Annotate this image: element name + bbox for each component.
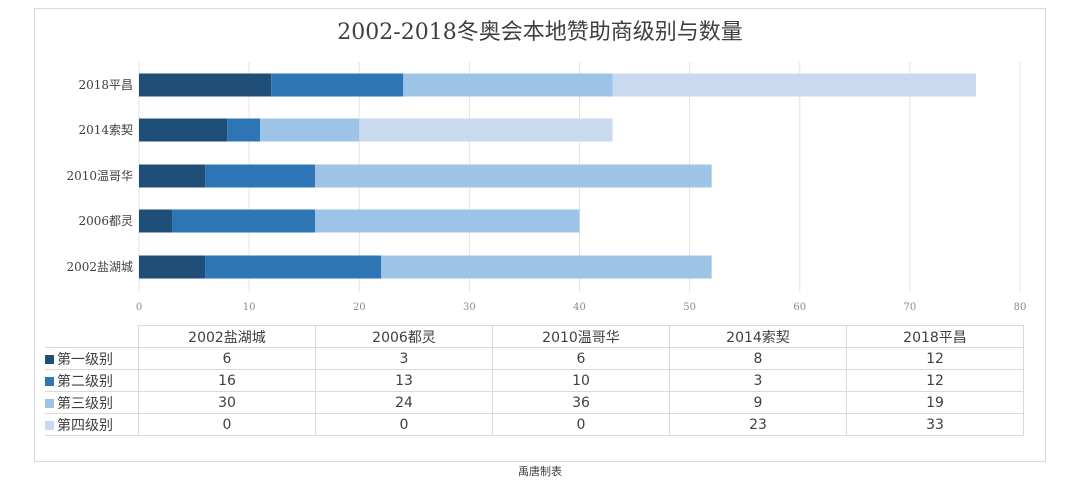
table-column-header: 2002盐湖城: [138, 325, 316, 348]
y-category-label: 2002盐湖城: [66, 259, 133, 274]
table-column-header: 2010温哥华: [492, 325, 670, 348]
table-cell: 23: [669, 413, 847, 436]
legend-swatch: [45, 354, 54, 364]
legend-swatch: [45, 398, 54, 408]
table-cell: 10: [492, 369, 670, 392]
series-name: 第四级别: [57, 417, 113, 434]
chart-title: 2002-2018冬奥会本地赞助商级别与数量: [337, 20, 743, 45]
x-tick-label: 60: [793, 302, 806, 313]
table-cell: 16: [138, 369, 316, 392]
table-cell: 9: [669, 391, 847, 414]
data-table: 2002盐湖城 2006都灵 2010温哥华 2014索契 2018平昌 第一级别 6 3 6 8…: [45, 325, 1024, 436]
table-cell: 36: [492, 391, 670, 414]
table-cell: 19: [846, 391, 1024, 414]
legend-swatch: [45, 376, 54, 386]
bar-segment: [205, 164, 316, 188]
bar-segment: [227, 118, 261, 142]
bar-segment: [260, 118, 360, 142]
bar-segment: [381, 255, 712, 279]
x-tick-label: 40: [573, 302, 586, 313]
table-corner: [45, 325, 139, 348]
table-cell: 13: [315, 369, 493, 392]
bar-segment: [315, 164, 712, 188]
table-row: 第四级别 0 0 0 23 33: [45, 413, 1024, 436]
x-tick-label: 30: [463, 302, 476, 313]
x-tick-label: 10: [243, 302, 256, 313]
bar-segment: [271, 73, 404, 97]
table-cell: 0: [492, 413, 670, 436]
series-name: 第一级别: [57, 351, 113, 368]
x-tick-label: 50: [683, 302, 696, 313]
table-cell: 33: [846, 413, 1024, 436]
table-column-header: 2018平昌: [846, 325, 1024, 348]
y-category-label: 2014索契: [78, 123, 133, 137]
legend-entry: 第四级别: [45, 413, 139, 436]
chart-frame: [34, 8, 1046, 462]
bar-segment: [205, 255, 382, 279]
y-category-label: 2018平昌: [78, 78, 133, 92]
x-tick-label: 70: [904, 302, 917, 313]
series-name: 第二级别: [57, 373, 113, 390]
bar-segment: [612, 73, 976, 97]
x-tick-label: 80: [1014, 302, 1027, 313]
table-cell: 3: [315, 347, 493, 370]
y-category-label: 2010温哥华: [66, 169, 133, 183]
legend-entry: 第三级别: [45, 391, 139, 414]
table-cell: 24: [315, 391, 493, 414]
x-tick-label: 0: [136, 302, 142, 313]
table-column-header: 2006都灵: [315, 325, 493, 348]
bar-segment: [359, 118, 613, 142]
table-row: 第一级别 6 3 6 8 12: [45, 347, 1024, 370]
table-cell: 12: [846, 369, 1024, 392]
bar-segment: [139, 73, 272, 97]
table-cell: 3: [669, 369, 847, 392]
bar-segment: [139, 118, 228, 142]
table-column-header: 2014索契: [669, 325, 847, 348]
bar-segment: [139, 255, 206, 279]
table-cell: 8: [669, 347, 847, 370]
x-tick-label: 20: [353, 302, 366, 313]
series-name: 第三级别: [57, 395, 113, 412]
table-cell: 12: [846, 347, 1024, 370]
table-cell: 6: [138, 347, 316, 370]
bar-segment: [403, 73, 613, 97]
table-row: 第二级别 16 13 10 3 12: [45, 369, 1024, 392]
bar-segment: [139, 164, 206, 188]
legend-entry: 第一级别: [45, 347, 139, 370]
table-cell: 0: [138, 413, 316, 436]
bar-chart: 0 10 20 30 40 50 60 70 80 2002盐湖城 2006都灵 2010温哥华 201…: [66, 62, 1027, 313]
table-cell: 30: [138, 391, 316, 414]
table-row: 第三级别 30 24 36 9 19: [45, 391, 1024, 414]
bar-segment: [315, 209, 580, 233]
legend-entry: 第二级别: [45, 369, 139, 392]
table-header-row: 2002盐湖城 2006都灵 2010温哥华 2014索契 2018平昌: [45, 325, 1024, 348]
bar-segment: [139, 209, 173, 233]
legend-swatch: [45, 420, 54, 430]
table-cell: 0: [315, 413, 493, 436]
y-category-label: 2006都灵: [78, 214, 133, 228]
bar-segment: [172, 209, 316, 233]
footer-credit: 禹唐制表: [518, 465, 562, 478]
table-cell: 6: [492, 347, 670, 370]
